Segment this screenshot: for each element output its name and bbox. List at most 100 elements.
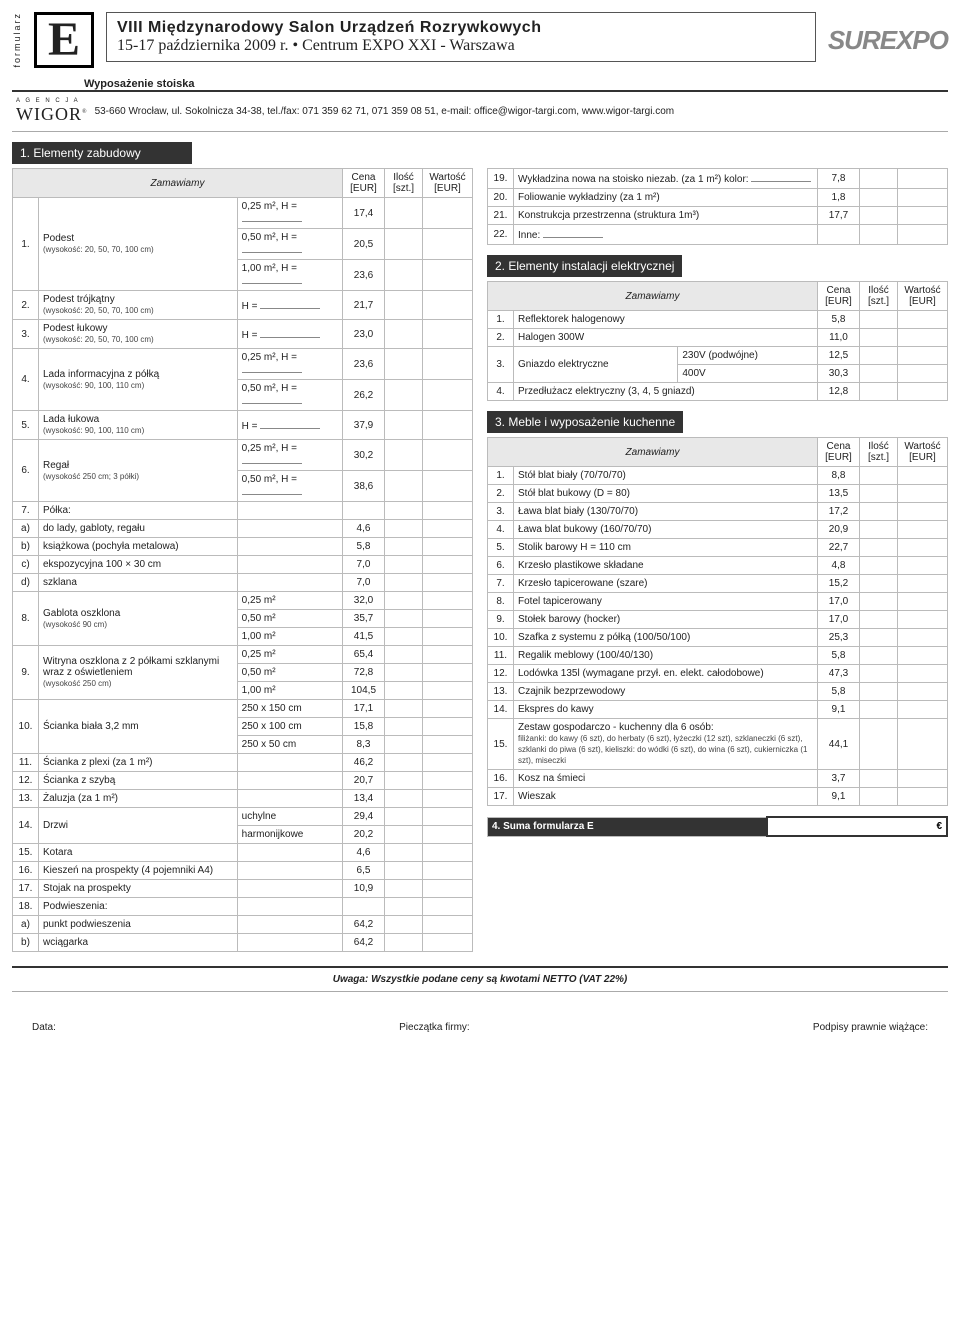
val-input[interactable]	[898, 647, 948, 665]
qty-input[interactable]	[860, 770, 898, 788]
qty-input[interactable]	[385, 440, 423, 471]
val-input[interactable]	[423, 380, 473, 411]
qty-input[interactable]	[385, 520, 423, 538]
qty-input[interactable]	[860, 521, 898, 539]
val-input[interactable]	[423, 682, 473, 700]
qty-input[interactable]	[860, 467, 898, 485]
qty-input[interactable]	[860, 207, 898, 225]
qty-input[interactable]	[860, 485, 898, 503]
qty-input[interactable]	[385, 754, 423, 772]
qty-input[interactable]	[385, 844, 423, 862]
val-input[interactable]	[898, 629, 948, 647]
qty-input[interactable]	[860, 647, 898, 665]
qty-input[interactable]	[385, 502, 423, 520]
val-input[interactable]	[898, 365, 948, 383]
val-input[interactable]	[898, 665, 948, 683]
qty-input[interactable]	[385, 664, 423, 682]
qty-input[interactable]	[385, 198, 423, 229]
val-input[interactable]	[423, 198, 473, 229]
qty-input[interactable]	[860, 365, 898, 383]
qty-input[interactable]	[860, 665, 898, 683]
val-input[interactable]	[423, 574, 473, 592]
val-input[interactable]	[423, 349, 473, 380]
qty-input[interactable]	[860, 719, 898, 770]
qty-input[interactable]	[385, 898, 423, 916]
qty-input[interactable]	[385, 880, 423, 898]
val-input[interactable]	[423, 610, 473, 628]
qty-input[interactable]	[385, 772, 423, 790]
val-input[interactable]	[898, 329, 948, 347]
val-input[interactable]	[423, 898, 473, 916]
qty-input[interactable]	[860, 503, 898, 521]
qty-input[interactable]	[385, 682, 423, 700]
qty-input[interactable]	[385, 574, 423, 592]
val-input[interactable]	[898, 347, 948, 365]
qty-input[interactable]	[860, 593, 898, 611]
qty-input[interactable]	[385, 291, 423, 320]
val-input[interactable]	[898, 169, 948, 189]
val-input[interactable]	[423, 790, 473, 808]
qty-input[interactable]	[860, 701, 898, 719]
qty-input[interactable]	[385, 790, 423, 808]
qty-input[interactable]	[385, 229, 423, 260]
val-input[interactable]	[898, 593, 948, 611]
val-input[interactable]	[898, 383, 948, 401]
qty-input[interactable]	[860, 329, 898, 347]
qty-input[interactable]	[385, 916, 423, 934]
qty-input[interactable]	[385, 320, 423, 349]
qty-input[interactable]	[860, 683, 898, 701]
qty-input[interactable]	[385, 610, 423, 628]
qty-input[interactable]	[385, 700, 423, 718]
val-input[interactable]	[423, 844, 473, 862]
qty-input[interactable]	[385, 380, 423, 411]
qty-input[interactable]	[860, 575, 898, 593]
qty-input[interactable]	[385, 538, 423, 556]
qty-input[interactable]	[385, 736, 423, 754]
qty-input[interactable]	[385, 471, 423, 502]
val-input[interactable]	[423, 320, 473, 349]
val-input[interactable]	[898, 611, 948, 629]
val-input[interactable]	[423, 700, 473, 718]
qty-input[interactable]	[860, 347, 898, 365]
val-input[interactable]	[423, 862, 473, 880]
val-input[interactable]	[898, 485, 948, 503]
val-input[interactable]	[898, 189, 948, 207]
val-input[interactable]	[423, 291, 473, 320]
qty-input[interactable]	[385, 260, 423, 291]
qty-input[interactable]	[385, 646, 423, 664]
qty-input[interactable]	[860, 629, 898, 647]
val-input[interactable]	[423, 411, 473, 440]
qty-input[interactable]	[860, 225, 898, 245]
qty-input[interactable]	[860, 557, 898, 575]
val-input[interactable]	[898, 770, 948, 788]
val-input[interactable]	[423, 736, 473, 754]
qty-input[interactable]	[860, 311, 898, 329]
qty-input[interactable]	[860, 539, 898, 557]
qty-input[interactable]	[385, 808, 423, 826]
val-input[interactable]	[423, 538, 473, 556]
qty-input[interactable]	[385, 628, 423, 646]
val-input[interactable]	[898, 719, 948, 770]
val-input[interactable]	[898, 207, 948, 225]
val-input[interactable]	[423, 592, 473, 610]
qty-input[interactable]	[860, 611, 898, 629]
val-input[interactable]	[423, 440, 473, 471]
qty-input[interactable]	[860, 189, 898, 207]
qty-input[interactable]	[385, 349, 423, 380]
val-input[interactable]	[898, 683, 948, 701]
val-input[interactable]	[423, 556, 473, 574]
sum-value[interactable]: €	[767, 817, 947, 836]
val-input[interactable]	[898, 539, 948, 557]
qty-input[interactable]	[385, 718, 423, 736]
val-input[interactable]	[898, 225, 948, 245]
val-input[interactable]	[423, 260, 473, 291]
val-input[interactable]	[423, 934, 473, 952]
val-input[interactable]	[423, 772, 473, 790]
val-input[interactable]	[898, 503, 948, 521]
val-input[interactable]	[423, 229, 473, 260]
val-input[interactable]	[423, 520, 473, 538]
val-input[interactable]	[423, 826, 473, 844]
val-input[interactable]	[898, 311, 948, 329]
qty-input[interactable]	[385, 556, 423, 574]
val-input[interactable]	[423, 916, 473, 934]
